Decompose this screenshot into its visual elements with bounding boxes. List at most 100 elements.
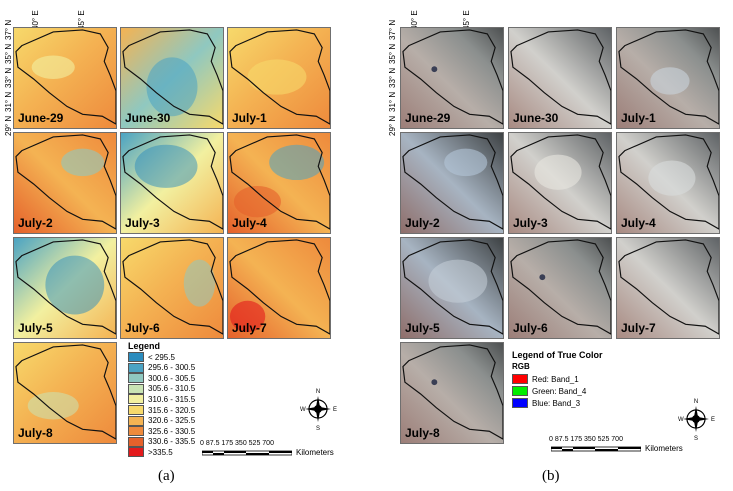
tile-date-label: June-29 (18, 111, 64, 125)
legend-label: Green: Band_4 (532, 386, 587, 396)
legend-swatch (128, 415, 144, 426)
tile-date-label: July-2 (18, 216, 53, 230)
tile-date-label: July-3 (513, 216, 548, 230)
legend-label: Blue: Band_3 (532, 398, 581, 408)
map-tile-b-6: July-4 (616, 132, 720, 234)
legend-swatch (128, 362, 144, 373)
legend-item: 315.6 - 320.5 (128, 405, 195, 415)
map-tile-b-8: July-6 (508, 237, 612, 339)
map-tile-a-3: July-1 (227, 27, 331, 129)
legend-label: 310.6 - 315.5 (148, 394, 196, 404)
tile-date-label: July-6 (125, 321, 160, 335)
map-tile-b-4: July-2 (400, 132, 504, 234)
tile-date-label: June-30 (125, 111, 171, 125)
legend-item: 300.6 - 305.5 (128, 373, 196, 384)
legend-label: 305.6 - 310.5 (148, 384, 196, 394)
map-tile-b-3: July-1 (616, 27, 720, 129)
tile-date-label: July-5 (18, 321, 53, 335)
legend-label: 320.6 - 325.5 (148, 416, 196, 426)
scale-unit-label: Kilometers (645, 444, 683, 453)
legend-label: 300.6 - 305.5 (148, 373, 196, 383)
map-tile-b-7: July-5 (400, 237, 504, 339)
tile-date-label: July-8 (18, 426, 53, 440)
panel-b-caption: (b) (542, 468, 560, 484)
scale-bar (551, 446, 641, 452)
legend-label: 325.6 - 330.5 (148, 426, 196, 436)
tile-date-label: June-29 (405, 111, 451, 125)
map-tile-a-10: July-8 (13, 342, 117, 444)
compass-s: S (694, 436, 698, 441)
panel-a-caption: (a) (158, 468, 175, 484)
compass-n: N (316, 389, 320, 395)
compass-w: W (678, 417, 684, 423)
latitude-label-29n: 29° N (388, 115, 397, 136)
map-tile-a-8: July-6 (120, 237, 224, 339)
map-tile-a-4: July-2 (13, 132, 117, 234)
compass-e: E (711, 417, 715, 423)
map-tile-a-2: June-30 (120, 27, 224, 129)
tile-date-label: July-5 (405, 321, 440, 335)
legend-swatch (512, 386, 528, 396)
legend-label: Red: Band_1 (532, 374, 579, 384)
legend-label: 330.6 - 335.5 (148, 437, 196, 447)
latitude-label-29n: 29° N (4, 115, 13, 136)
tile-date-label: July-8 (405, 426, 440, 440)
legend-swatch (128, 383, 144, 394)
north-arrow-icon: N S W E (300, 389, 337, 431)
legend-title: Legend (128, 341, 161, 351)
latitude-label-31n: 31° N (388, 91, 397, 112)
map-tile-a-9: July-7 (227, 237, 331, 339)
compass-n: N (694, 399, 698, 405)
scale-tick-labels: 0 87.5 175 350 525 700 (549, 436, 623, 443)
scale-tick-labels: 0 87.5 175 350 525 700 (200, 440, 274, 447)
latitude-label-33n: 33° N (388, 67, 397, 88)
latitude-label-35n: 35° N (388, 43, 397, 64)
legend-item: Red: Band_1 (512, 374, 579, 384)
scale-bar (202, 450, 292, 456)
map-tile-a-5: July-3 (120, 132, 224, 234)
panel-a-land-surface-temperature: 40° E 45° E 29° N 31° N 33° N 35° N 37° … (0, 0, 360, 491)
tile-date-label: July-7 (621, 321, 656, 335)
legend-label: 315.6 - 320.5 (148, 405, 196, 415)
tile-date-label: July-3 (125, 216, 160, 230)
tile-date-label: July-4 (621, 216, 656, 230)
latitude-label-37n: 37° N (388, 19, 397, 40)
legend-swatch (128, 426, 144, 437)
map-tile-b-1: June-29 (400, 27, 504, 129)
latitude-label-33n: 33° N (4, 67, 13, 88)
map-tile-b-10: July-8 (400, 342, 504, 444)
compass-s: S (316, 426, 320, 431)
legend-item: 305.6 - 310.5 (128, 383, 196, 394)
legend-item: Green: Band_4 (512, 386, 586, 396)
compass-e: E (333, 407, 337, 413)
map-tile-b-2: June-30 (508, 27, 612, 129)
legend-item: 325.6 - 330.5 (128, 426, 196, 437)
legend-label: >335.5 (148, 447, 173, 457)
legend-item: 310.6 - 315.5 (128, 394, 196, 405)
tile-date-label: July-6 (513, 321, 548, 335)
latitude-label-35n: 35° N (4, 43, 13, 64)
map-tile-b-5: July-3 (508, 132, 612, 234)
legend-swatch (512, 398, 528, 408)
legend-item: >335.5 (128, 447, 173, 458)
tile-date-label: July-1 (232, 111, 267, 125)
map-tile-a-7: July-5 (13, 237, 117, 339)
legend-item: 320.6 - 325.5 (128, 415, 196, 426)
legend-swatch (128, 436, 144, 447)
legend-label: 295.6 - 300.5 (148, 363, 196, 373)
legend-subtitle: RGB (512, 362, 530, 371)
legend-swatch (128, 352, 144, 362)
legend-item: 330.6 - 335.5 (128, 436, 196, 447)
latitude-label-31n: 31° N (4, 91, 13, 112)
legend-swatch (512, 374, 528, 384)
map-tile-a-1: June-29 (13, 27, 117, 129)
legend-item: < 295.5 (128, 352, 175, 362)
legend-swatch (128, 394, 144, 405)
legend-swatch (128, 447, 144, 458)
legend-swatch (128, 373, 144, 384)
tile-date-label: July-4 (232, 216, 267, 230)
north-arrow-icon: N S W E (678, 399, 715, 441)
map-tile-a-6: July-4 (227, 132, 331, 234)
latitude-label-37n: 37° N (4, 19, 13, 40)
compass-w: W (300, 407, 306, 413)
